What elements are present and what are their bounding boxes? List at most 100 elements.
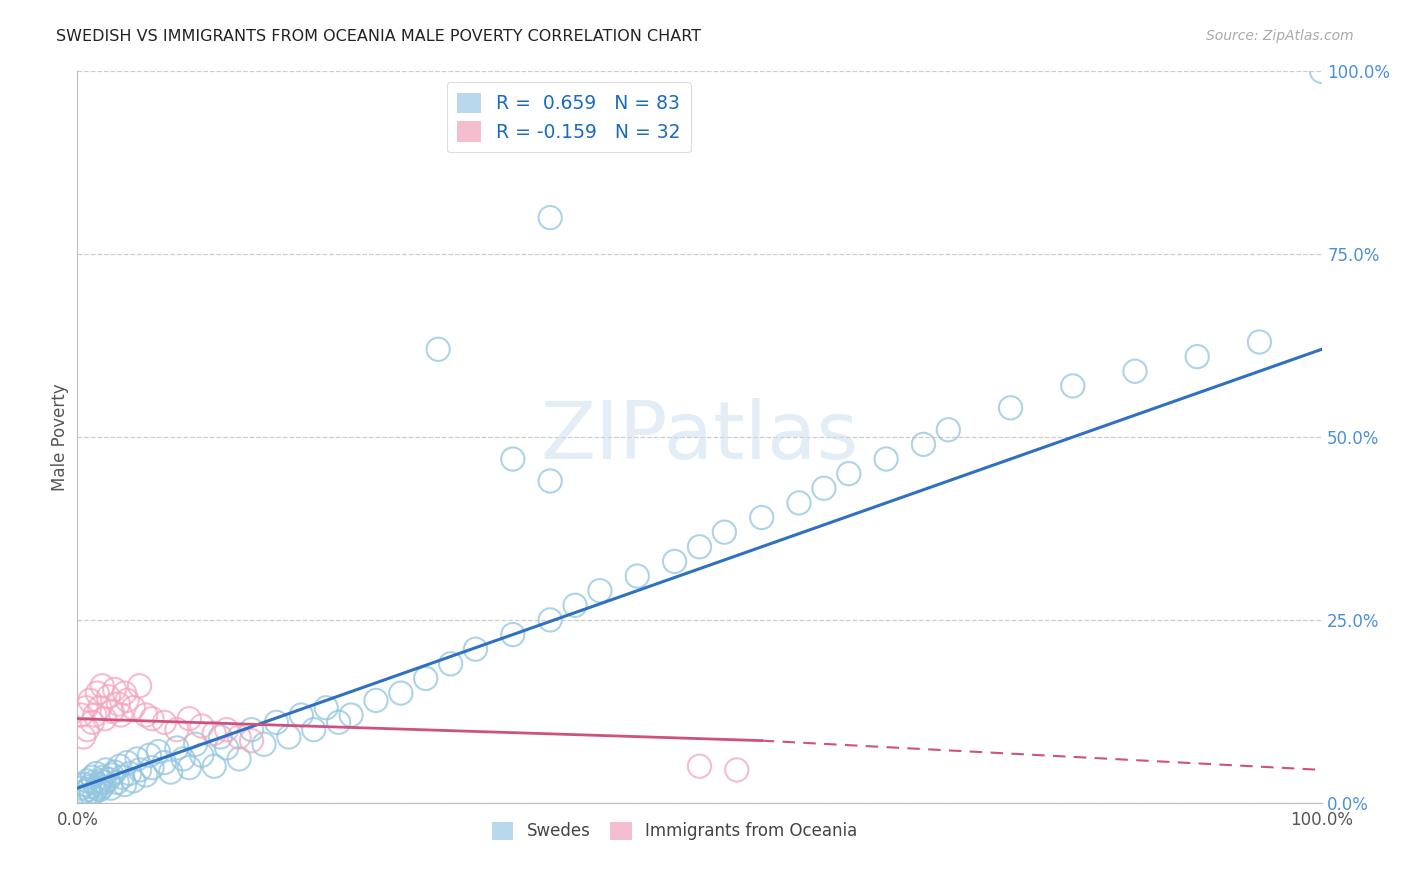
- Point: [83, 775, 105, 789]
- Point: [70, 781, 93, 796]
- Point: [1000, 401, 1022, 415]
- Point: [1310, 64, 1333, 78]
- Point: [253, 737, 276, 751]
- Point: [77, 782, 100, 797]
- Point: [135, 708, 157, 723]
- Point: [439, 657, 461, 671]
- Point: [128, 763, 150, 777]
- Point: [266, 715, 288, 730]
- Point: [110, 708, 132, 723]
- Legend: Swedes, Immigrants from Oceania: Swedes, Immigrants from Oceania: [485, 815, 865, 847]
- Point: [538, 474, 561, 488]
- Point: [202, 726, 225, 740]
- Point: [82, 715, 104, 730]
- Point: [87, 778, 110, 792]
- Point: [115, 693, 138, 707]
- Point: [159, 765, 181, 780]
- Point: [111, 770, 134, 784]
- Point: [82, 770, 104, 784]
- Point: [912, 437, 935, 451]
- Point: [689, 759, 711, 773]
- Point: [76, 723, 98, 737]
- Point: [564, 599, 586, 613]
- Point: [725, 763, 748, 777]
- Point: [502, 452, 524, 467]
- Point: [104, 765, 127, 780]
- Point: [107, 697, 129, 711]
- Point: [415, 672, 437, 686]
- Point: [538, 613, 561, 627]
- Point: [80, 787, 103, 801]
- Point: [72, 730, 94, 744]
- Point: [122, 773, 145, 788]
- Point: [664, 554, 686, 568]
- Point: [1249, 334, 1271, 349]
- Point: [209, 730, 232, 744]
- Point: [86, 686, 108, 700]
- Point: [89, 782, 111, 797]
- Point: [83, 708, 105, 723]
- Point: [191, 719, 214, 733]
- Point: [202, 759, 225, 773]
- Point: [389, 686, 412, 700]
- Point: [153, 756, 176, 770]
- Point: [1185, 350, 1208, 364]
- Point: [108, 759, 131, 773]
- Point: [93, 712, 115, 726]
- Point: [141, 761, 163, 775]
- Point: [105, 775, 128, 789]
- Point: [138, 748, 160, 763]
- Point: [166, 740, 188, 755]
- Point: [76, 773, 98, 788]
- Point: [538, 211, 561, 225]
- Point: [315, 700, 337, 714]
- Point: [93, 770, 115, 784]
- Point: [166, 723, 188, 737]
- Point: [91, 780, 114, 794]
- Text: Source: ZipAtlas.com: Source: ZipAtlas.com: [1206, 29, 1354, 44]
- Point: [104, 682, 127, 697]
- Point: [875, 452, 897, 467]
- Point: [153, 715, 176, 730]
- Point: [73, 778, 96, 792]
- Point: [114, 778, 136, 792]
- Point: [79, 693, 101, 707]
- Point: [100, 781, 122, 796]
- Point: [94, 763, 117, 777]
- Point: [114, 686, 136, 700]
- Point: [128, 679, 150, 693]
- Point: [813, 481, 835, 495]
- Point: [86, 781, 108, 796]
- Point: [101, 705, 124, 719]
- Point: [364, 693, 387, 707]
- Point: [184, 737, 207, 751]
- Point: [228, 752, 250, 766]
- Point: [72, 785, 94, 799]
- Point: [135, 768, 157, 782]
- Point: [302, 723, 325, 737]
- Point: [118, 766, 141, 780]
- Point: [936, 423, 959, 437]
- Point: [340, 708, 363, 723]
- Point: [713, 525, 735, 540]
- Point: [228, 730, 250, 744]
- Point: [172, 752, 194, 766]
- Point: [141, 712, 163, 726]
- Point: [97, 690, 120, 704]
- Point: [1062, 379, 1084, 393]
- Point: [626, 569, 648, 583]
- Point: [427, 343, 450, 357]
- Y-axis label: Male Poverty: Male Poverty: [51, 384, 69, 491]
- Point: [787, 496, 810, 510]
- Point: [240, 733, 263, 747]
- Point: [101, 768, 124, 782]
- Point: [689, 540, 711, 554]
- Point: [838, 467, 860, 481]
- Point: [589, 583, 612, 598]
- Point: [240, 723, 263, 737]
- Point: [90, 773, 112, 788]
- Point: [97, 772, 120, 787]
- Point: [464, 642, 486, 657]
- Text: ZIPatlas: ZIPatlas: [540, 398, 859, 476]
- Point: [125, 752, 148, 766]
